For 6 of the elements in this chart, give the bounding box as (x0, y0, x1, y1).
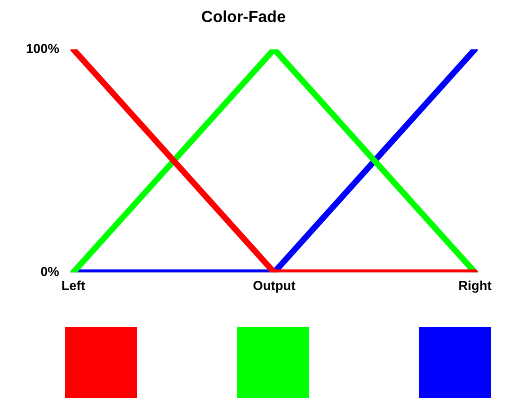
y-tick-label: 100% (26, 40, 60, 56)
x-tick-label: Right (458, 278, 492, 293)
y-tick-label: 0% (40, 264, 60, 279)
chart-title: Color-Fade (201, 9, 286, 26)
x-tick-label: Output (252, 278, 296, 293)
x-tick-label: Left (61, 278, 86, 293)
